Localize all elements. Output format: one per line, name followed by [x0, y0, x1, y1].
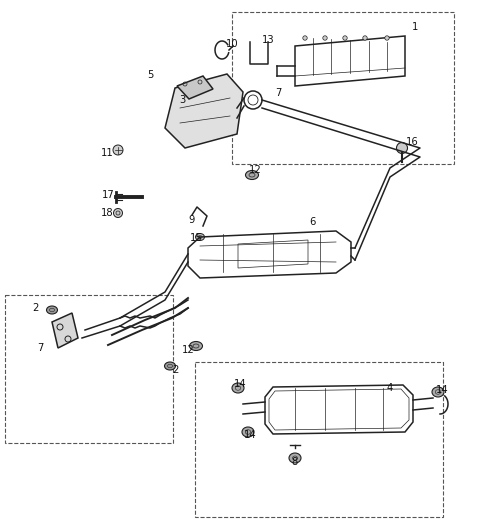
Text: 14: 14 [436, 385, 448, 395]
Text: 12: 12 [249, 165, 262, 175]
Text: 16: 16 [406, 137, 419, 147]
Circle shape [385, 36, 389, 40]
Bar [195, 362, 443, 517]
Circle shape [363, 36, 367, 40]
Ellipse shape [432, 387, 444, 397]
Text: 14: 14 [234, 379, 246, 389]
Text: 13: 13 [262, 35, 274, 45]
Text: 18: 18 [101, 208, 113, 218]
Circle shape [113, 145, 123, 155]
Text: 12: 12 [181, 345, 194, 355]
Ellipse shape [242, 427, 254, 437]
Polygon shape [165, 74, 243, 148]
Circle shape [323, 36, 327, 40]
Text: 3: 3 [179, 95, 185, 105]
Ellipse shape [245, 170, 259, 179]
Bar [232, 12, 454, 164]
Text: 15: 15 [190, 233, 203, 243]
Text: 11: 11 [101, 148, 113, 158]
Ellipse shape [165, 362, 176, 370]
Ellipse shape [190, 342, 203, 351]
Polygon shape [52, 313, 78, 348]
Circle shape [303, 36, 307, 40]
Text: 17: 17 [102, 190, 114, 200]
Text: 6: 6 [309, 217, 315, 227]
Ellipse shape [195, 234, 204, 240]
Polygon shape [177, 76, 213, 99]
Circle shape [396, 143, 408, 154]
Text: 14: 14 [244, 430, 256, 440]
Text: 8: 8 [292, 457, 298, 467]
Text: 4: 4 [387, 383, 393, 393]
Text: 2: 2 [32, 303, 38, 313]
Text: 7: 7 [37, 343, 43, 353]
Circle shape [113, 209, 122, 218]
Text: 9: 9 [189, 215, 195, 225]
Ellipse shape [289, 453, 301, 463]
Circle shape [343, 36, 347, 40]
Ellipse shape [47, 306, 58, 314]
Ellipse shape [232, 383, 244, 393]
Text: 1: 1 [412, 22, 418, 32]
Text: 7: 7 [275, 88, 281, 98]
Text: 2: 2 [172, 365, 178, 375]
Text: 10: 10 [226, 39, 238, 49]
Bar [5, 295, 173, 443]
Text: 5: 5 [147, 70, 153, 80]
